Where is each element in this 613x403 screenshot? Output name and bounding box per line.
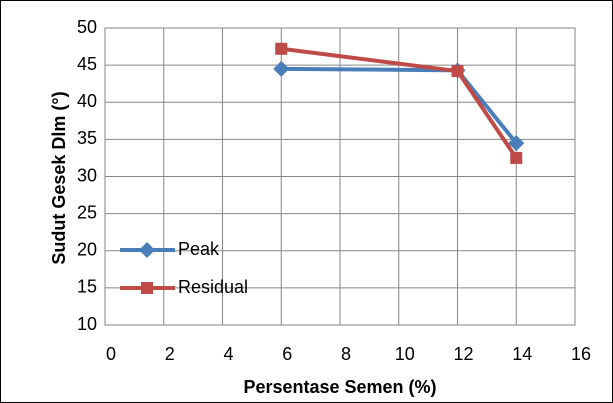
y-tick-label: 50 xyxy=(77,17,97,37)
x-tick-label: 14 xyxy=(512,344,532,364)
plot-border xyxy=(104,27,576,326)
legend-label: Residual xyxy=(178,277,248,297)
y-tick-label: 15 xyxy=(77,277,97,297)
y-tick-label: 30 xyxy=(77,165,97,185)
x-tick-label: 4 xyxy=(223,344,233,364)
marker xyxy=(510,151,523,164)
marker xyxy=(273,60,290,77)
x-tick-label: 8 xyxy=(341,344,351,364)
y-tick-label: 40 xyxy=(77,91,97,111)
y-tick-label: 25 xyxy=(77,202,97,222)
y-tick-label: 10 xyxy=(77,314,97,334)
y-axis-title: Sudut Gesek Dlm (°) xyxy=(49,91,69,264)
x-tick-label: 0 xyxy=(106,344,116,364)
marker xyxy=(139,242,155,258)
y-tick-label: 45 xyxy=(77,54,97,74)
marker xyxy=(275,42,288,55)
y-tick-label: 35 xyxy=(77,128,97,148)
marker xyxy=(508,135,525,152)
x-tick-label: 10 xyxy=(395,344,415,364)
x-tick-label: 16 xyxy=(571,344,591,364)
marker xyxy=(141,282,153,294)
x-tick-label: 6 xyxy=(282,344,292,364)
marker xyxy=(451,65,464,78)
y-tick-label: 20 xyxy=(77,240,97,260)
x-tick-label: 2 xyxy=(165,344,175,364)
legend-label: Peak xyxy=(178,239,220,259)
x-tick-label: 12 xyxy=(453,344,473,364)
x-axis-title: Persentase Semen (%) xyxy=(243,377,436,397)
